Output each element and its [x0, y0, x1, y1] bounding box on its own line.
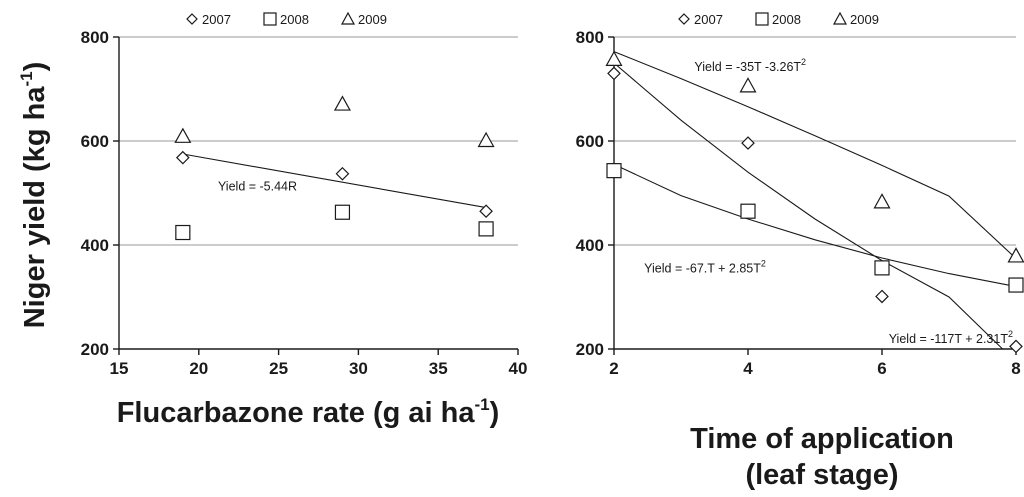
point-2008-4 [740, 203, 756, 219]
y-tick-label-600: 600 [576, 132, 604, 151]
point-2009-6 [873, 193, 891, 209]
x-axis-title-right-line2: (leaf stage) [745, 459, 898, 491]
point-2007-6 [875, 289, 889, 304]
x-tick-label-15: 15 [110, 359, 129, 378]
x-tick-label-4: 4 [743, 359, 753, 378]
point-2009-8 [1007, 247, 1024, 263]
legend-marker-2009 [832, 11, 848, 25]
legend-label-2007: 2007 [694, 12, 723, 27]
point-2008-2 [606, 163, 622, 179]
legend-marker-2009 [340, 11, 356, 25]
point-2007-2 [607, 66, 621, 81]
panel-time-of-application: 200 400 600 800 2 4 6 8 Yield = -35T -3.26T2 Yiel… [576, 11, 1024, 378]
x-tick-label-25: 25 [269, 359, 288, 378]
y-tick-label-800: 800 [81, 28, 109, 47]
y-tick-label-400: 400 [576, 236, 604, 255]
equation-label-0: Yield = -35T -3.26T2 [694, 57, 806, 74]
x-tick-label-6: 6 [877, 359, 886, 378]
point-2007-8 [1009, 339, 1023, 354]
point-2007-19 [175, 150, 190, 165]
legend-marker-2007 [186, 13, 198, 25]
legend-marker-2007 [678, 13, 690, 25]
x-axis-title-left-sup: -1 [474, 395, 489, 414]
point-2008-6 [874, 260, 890, 276]
equation-label-0: Yield = -5.44R [218, 179, 297, 193]
point-2009-2 [605, 50, 623, 66]
y-tick-label-200: 200 [81, 340, 109, 359]
point-2007-4 [741, 136, 755, 150]
point-2007-38 [479, 204, 493, 219]
x-axis-title-right-line1: Time of application [690, 423, 954, 455]
legend-marker-2008 [755, 12, 769, 26]
y-tick-label-200: 200 [576, 340, 604, 359]
legend-label-2008: 2008 [772, 12, 801, 27]
point-2009-38 [477, 131, 495, 148]
x-tick-label-20: 20 [189, 359, 208, 378]
fit-line-2 [613, 163, 1017, 288]
legend-label-2007: 2007 [202, 12, 231, 27]
x-axis-title-left-end: ) [490, 397, 500, 429]
x-axis-title-left-main: Flucarbazone rate (g ai ha [117, 397, 476, 429]
y-axis-title: Niger yield (kg ha-1) [17, 62, 51, 329]
y-axis-title-end: ) [19, 62, 51, 72]
y-tick-label-400: 400 [81, 236, 109, 255]
equation-label-1: Yield = -67.T + 2.85T2 [644, 259, 766, 276]
fit-line-1 [613, 62, 1003, 350]
legend-label-2009: 2009 [358, 12, 387, 27]
legend: 2007 2008 2009 [186, 11, 387, 27]
point-2008-38 [478, 221, 494, 237]
legend: 2007 2008 2009 [678, 11, 879, 27]
equation-label-2: Yield = -117T + 2.31T2 [889, 329, 1013, 346]
x-tick-label-35: 35 [429, 359, 448, 378]
point-2009-19 [174, 127, 192, 143]
x-axis-title-left: Flucarbazone rate (g ai ha-1) [117, 395, 500, 429]
point-2008-19 [175, 224, 191, 241]
y-axis-title-main: Niger yield (kg ha [19, 86, 51, 329]
point-2008-8 [1008, 277, 1024, 293]
x-tick-label-30: 30 [349, 359, 368, 378]
x-tick-label-40: 40 [509, 359, 528, 378]
x-tick-label-2: 2 [609, 359, 618, 378]
y-tick-label-600: 600 [81, 132, 109, 151]
y-axis-title-sup: -1 [17, 71, 36, 86]
point-2007-29 [335, 166, 350, 181]
fit-line-0 [182, 153, 487, 209]
legend-label-2009: 2009 [850, 12, 879, 27]
legend-marker-2008 [263, 12, 277, 26]
panel-flucarbazone-rate: 200 400 600 800 15 20 25 30 35 40 Yield = -5.44R 20… [81, 11, 528, 378]
fit-line-0 [613, 51, 1017, 259]
point-2009-4 [739, 77, 757, 93]
x-tick-label-8: 8 [1011, 359, 1020, 378]
point-2008-29 [334, 204, 351, 220]
point-2009-29 [333, 95, 351, 111]
y-tick-label-800: 800 [576, 28, 604, 47]
legend-label-2008: 2008 [280, 12, 309, 27]
